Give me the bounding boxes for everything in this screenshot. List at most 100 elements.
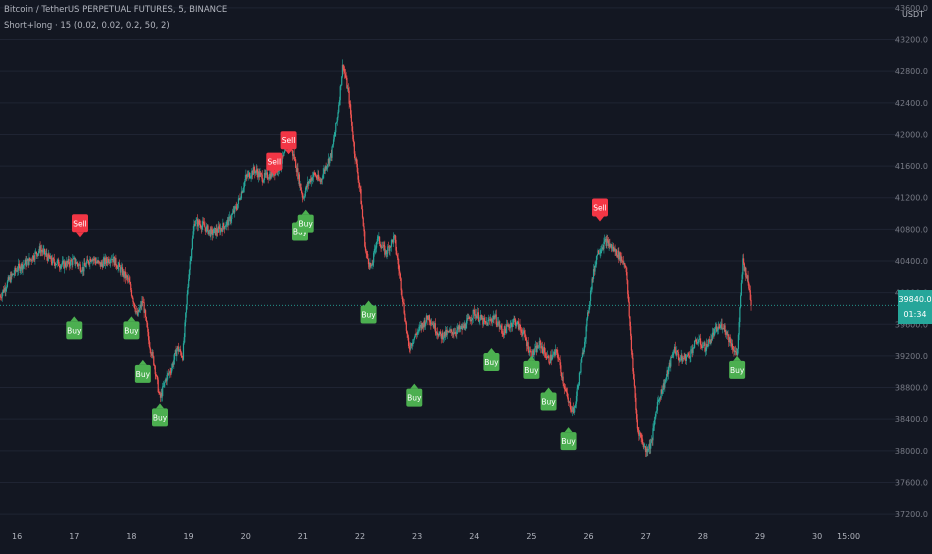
candle-body — [134, 308, 136, 312]
buy-signal-marker[interactable]: Buy — [540, 387, 557, 411]
candle-body — [106, 261, 108, 264]
candle-body — [41, 250, 43, 252]
candle-body — [660, 389, 662, 399]
candle-body — [587, 312, 589, 314]
candle-body — [693, 347, 695, 349]
buy-signal-marker[interactable]: Buy — [123, 316, 140, 340]
candle-body — [17, 263, 20, 271]
buy-signal-marker[interactable]: Buy — [406, 383, 423, 407]
buy-signal-marker[interactable]: Buy — [360, 300, 377, 324]
sell-signal-marker[interactable]: Sell — [72, 214, 88, 238]
candle-body — [685, 354, 687, 362]
candle-body — [440, 334, 442, 339]
candle-body — [707, 346, 709, 347]
buy-signal-marker[interactable]: Buy — [66, 316, 83, 340]
candle-body — [409, 348, 411, 350]
candle-body — [449, 330, 451, 332]
bar-countdown-label: 01:34 — [903, 310, 927, 319]
candle-body — [102, 260, 104, 268]
candle-body — [568, 401, 570, 403]
candle-body — [121, 267, 124, 276]
sell-signal-marker[interactable]: Sell — [280, 131, 297, 155]
candle-body — [506, 324, 508, 326]
candle-body — [269, 173, 271, 179]
candle-body — [373, 252, 375, 263]
x-tick-label: 15:00 — [837, 532, 860, 541]
candle-body — [643, 446, 645, 448]
buy-signal-marker[interactable]: Buy — [523, 355, 540, 379]
candle-body — [719, 325, 722, 329]
candle-body — [65, 266, 67, 267]
candle-body — [494, 317, 496, 320]
candle-body — [614, 248, 616, 252]
candle-body — [511, 323, 514, 327]
buy-signal-box — [134, 364, 151, 383]
buy-signal-box — [66, 321, 83, 340]
candle-body — [250, 176, 252, 178]
candle-body — [613, 248, 615, 252]
candle-body — [496, 324, 498, 326]
candle-body — [617, 250, 619, 258]
buy-signal-label: Buy — [124, 326, 139, 335]
indicator-legend[interactable]: Short+long · 15 (0.02, 0.02, 0.2, 50, 2) — [4, 21, 170, 31]
candle-body — [24, 259, 26, 265]
candle-body — [711, 339, 713, 340]
candle-body — [434, 323, 436, 332]
candle-body — [127, 278, 130, 280]
buy-signal-marker[interactable]: Buy — [729, 355, 746, 379]
candle-body — [113, 256, 115, 263]
candle-body — [407, 337, 410, 347]
candle-body — [738, 322, 740, 335]
candle-body — [668, 362, 670, 368]
candle-body — [380, 246, 382, 249]
candle-body — [480, 314, 482, 320]
candle-body — [150, 353, 153, 356]
candle-body — [135, 311, 137, 313]
buy-signal-marker[interactable]: Buy — [152, 403, 168, 427]
buy-signal-marker[interactable]: Buy — [560, 427, 577, 451]
candle-body — [606, 239, 608, 246]
candle-body — [177, 346, 179, 352]
sell-signal-marker[interactable]: Sell — [266, 152, 283, 176]
candle-body — [347, 88, 349, 89]
candle-body — [98, 260, 100, 262]
candle-body — [562, 376, 564, 384]
candle-body — [666, 370, 668, 377]
candle-body — [154, 366, 156, 375]
candle-body — [460, 325, 462, 328]
candle-body — [506, 324, 508, 334]
buy-signal-box — [297, 214, 314, 233]
candle-body — [43, 248, 46, 255]
candle-body — [107, 258, 110, 263]
y-tick-label: 38800.0 — [895, 384, 928, 393]
candle-body — [645, 448, 647, 452]
candle-body — [318, 179, 321, 181]
sell-signal-marker[interactable]: Sell — [592, 198, 608, 222]
candle-body — [17, 270, 19, 272]
candle-body — [295, 159, 297, 168]
candle-body — [413, 337, 416, 339]
candle-body — [542, 349, 544, 354]
candle-body — [193, 224, 195, 232]
buy-signal-marker[interactable]: Buy — [297, 209, 314, 233]
candle-body — [252, 167, 254, 175]
candle-body — [90, 260, 92, 262]
candle-body — [423, 320, 425, 328]
candle-body — [512, 319, 514, 324]
y-tick-label: 42000.0 — [895, 130, 928, 139]
candle-body — [731, 343, 734, 350]
candle-body — [596, 254, 598, 257]
buy-signal-marker[interactable]: Buy — [134, 359, 151, 383]
buy-signal-marker[interactable]: Buy — [483, 348, 500, 371]
candle-body — [283, 152, 285, 157]
buy-signal-pointer — [138, 359, 147, 365]
candle-body — [139, 304, 141, 309]
candle-body — [204, 226, 206, 228]
candle-body — [503, 333, 505, 336]
candle-body — [536, 345, 538, 353]
candle-body — [546, 357, 548, 358]
candle-body — [484, 320, 486, 322]
candle-body — [525, 338, 527, 341]
